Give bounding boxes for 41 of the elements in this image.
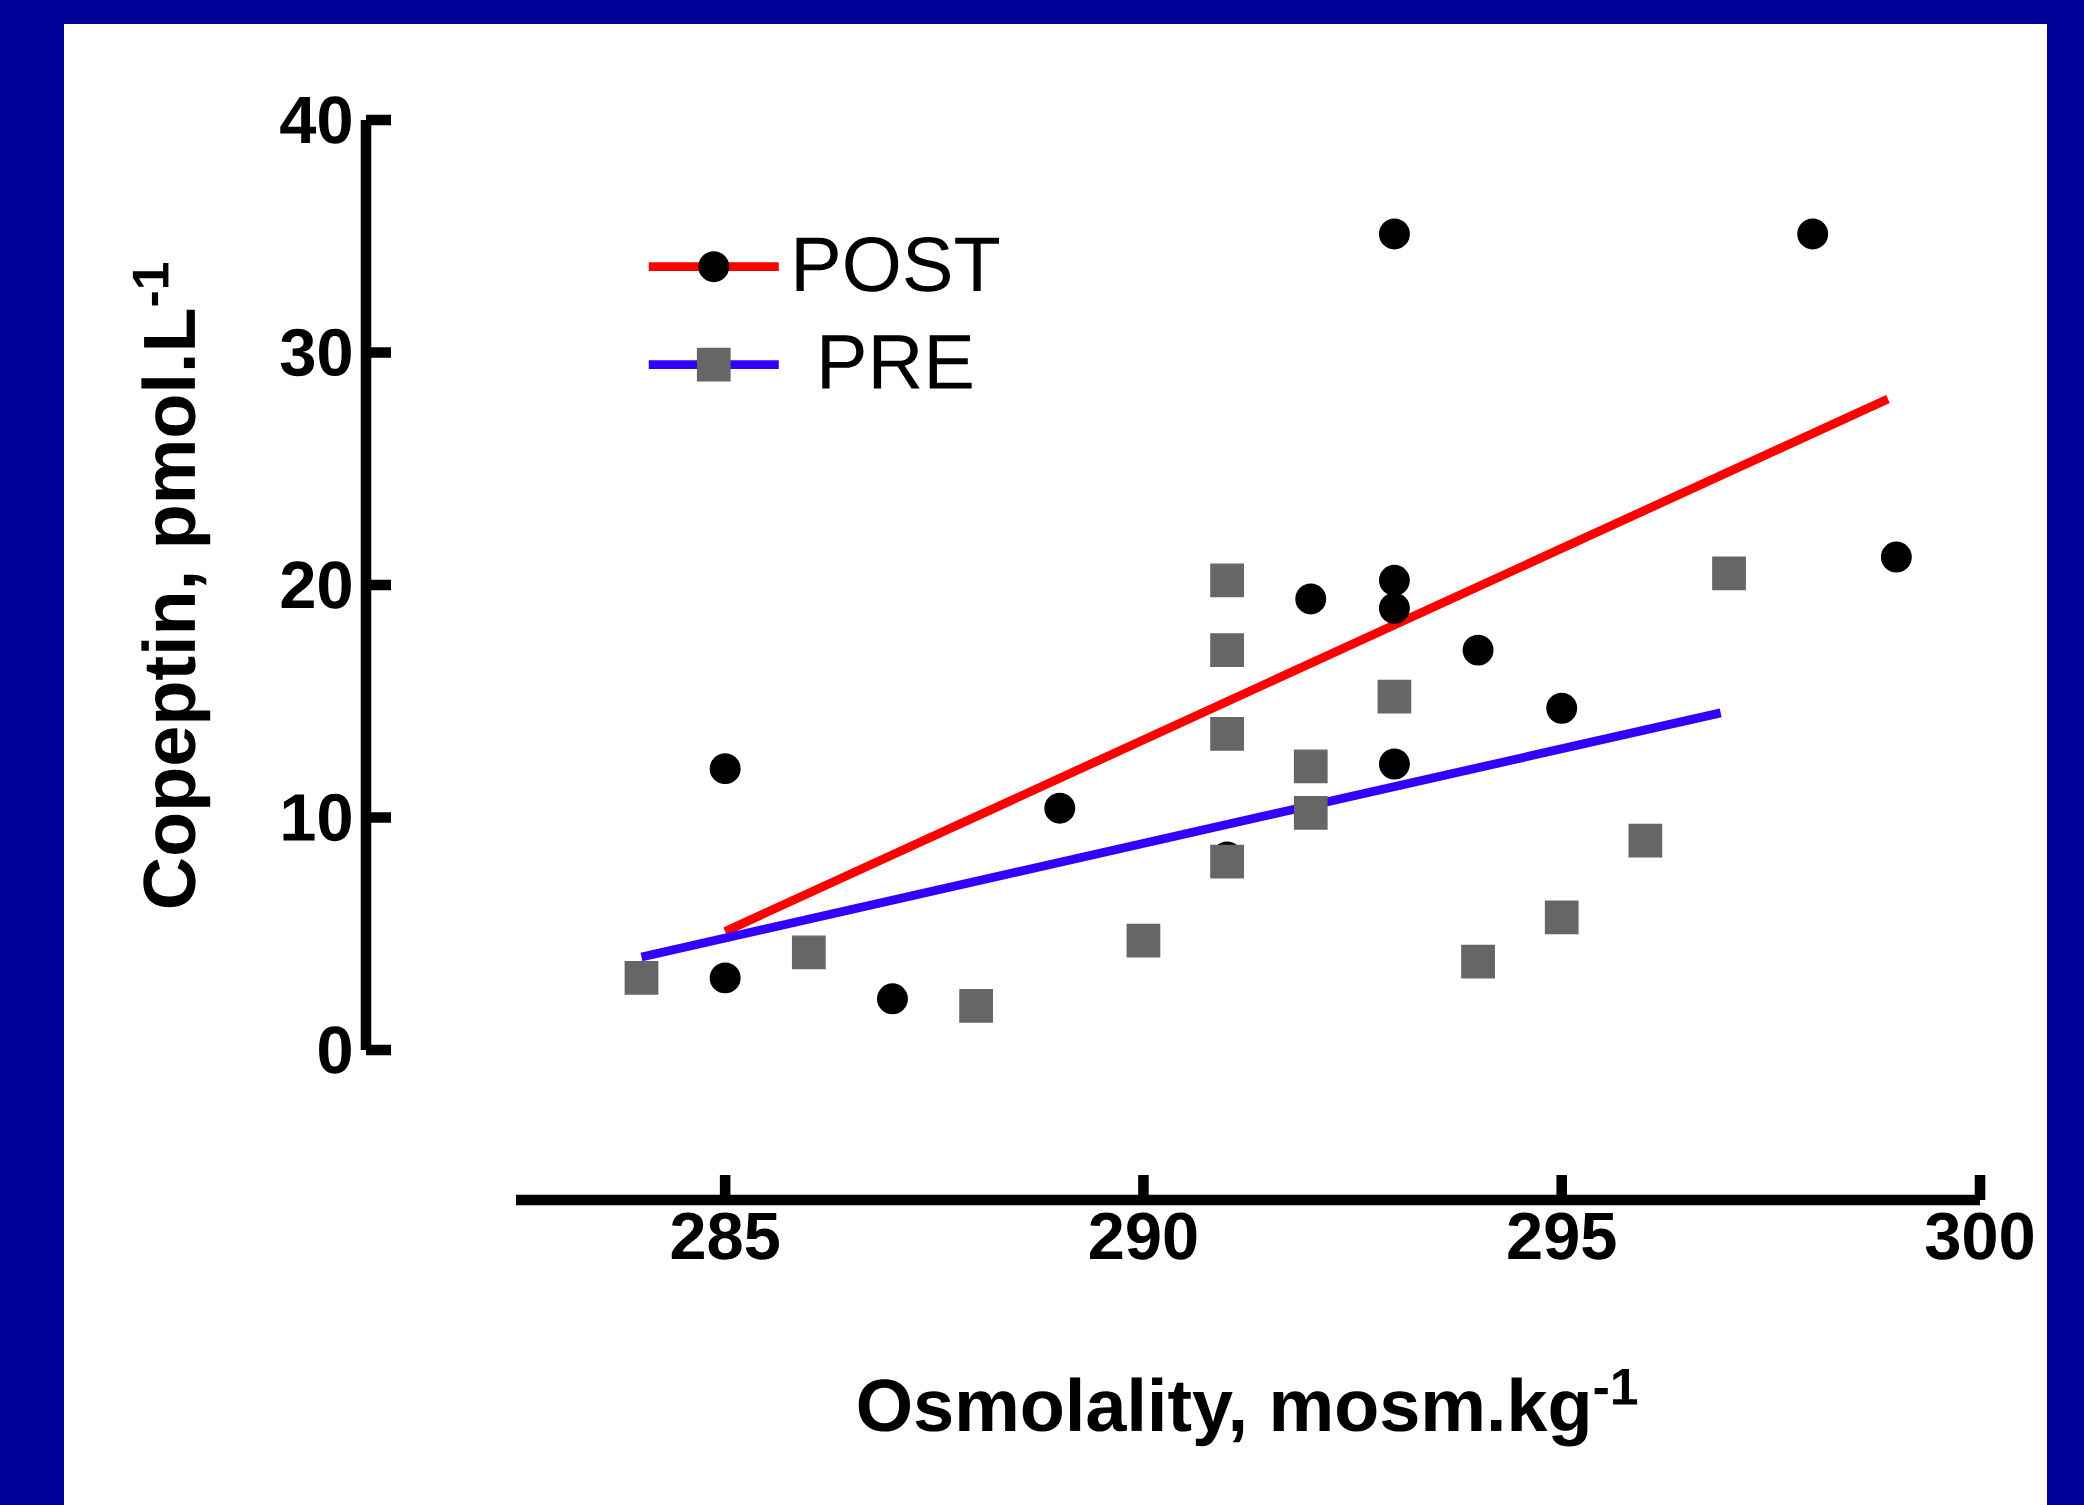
legend-label: POST xyxy=(796,237,999,292)
point xyxy=(709,962,741,994)
point xyxy=(1378,218,1410,250)
y-tick-label: 0 xyxy=(319,1026,351,1074)
point xyxy=(1293,749,1328,784)
x-tick-label: 300 xyxy=(1925,1212,2033,1260)
point xyxy=(1210,716,1244,751)
point xyxy=(1546,692,1578,724)
point xyxy=(1377,679,1412,714)
y-tick-label: 40 xyxy=(280,96,351,144)
point xyxy=(1797,218,1829,250)
x-tick-label: 285 xyxy=(671,1212,779,1260)
x-tick-label: 295 xyxy=(1508,1212,1616,1260)
point xyxy=(1378,592,1410,624)
point xyxy=(1293,795,1328,830)
point xyxy=(1461,944,1495,979)
point xyxy=(959,988,993,1023)
point xyxy=(1210,633,1244,667)
point xyxy=(1210,563,1244,598)
point xyxy=(1210,844,1244,879)
point xyxy=(1378,748,1410,780)
legend-label: PRE xyxy=(822,335,972,389)
point xyxy=(876,983,908,1015)
x-axis-title: Osmolality, mosm.kg$^{-1}$ xyxy=(858,1368,1638,1447)
point xyxy=(791,935,826,970)
point xyxy=(1880,541,1912,573)
x-tick-label: 290 xyxy=(1090,1212,1197,1260)
point xyxy=(1544,900,1579,935)
y-tick-label: 30 xyxy=(280,328,351,377)
point xyxy=(1378,564,1410,596)
point xyxy=(1462,634,1494,666)
y-axis-title: Copeptin, pmol.L$^{-1}$ xyxy=(132,263,211,908)
point xyxy=(1295,583,1327,615)
point xyxy=(1628,823,1663,858)
point xyxy=(624,961,659,995)
point xyxy=(1712,556,1746,591)
point xyxy=(709,753,741,785)
point xyxy=(1126,923,1161,958)
point xyxy=(1044,792,1076,824)
y-tick-label: 20 xyxy=(281,561,351,609)
y-tick-label: 10 xyxy=(283,793,351,842)
